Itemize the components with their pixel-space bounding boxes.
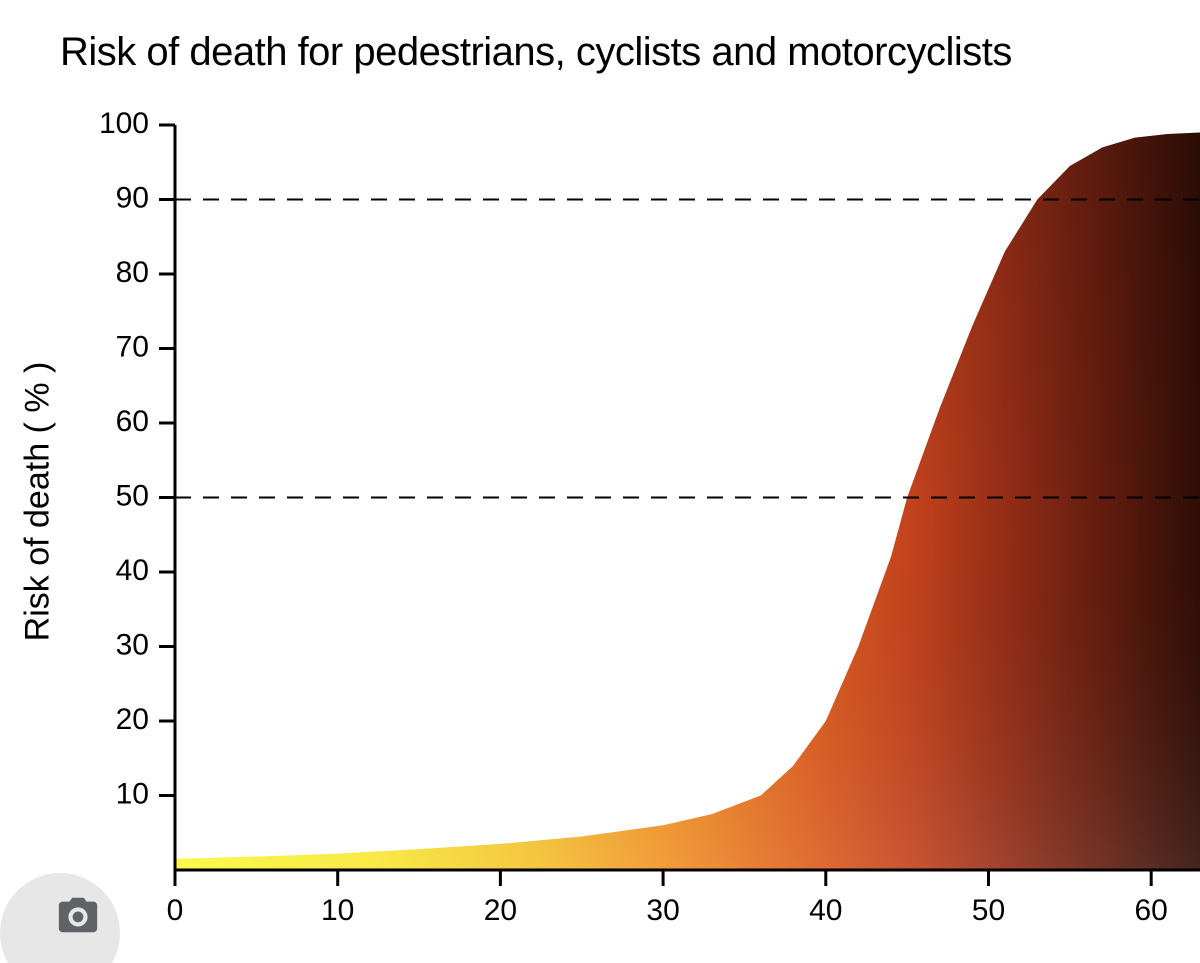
x-tick-label: 20: [484, 894, 517, 927]
x-tick-label: 30: [646, 894, 679, 927]
page: Risk of death for pedestrians, cyclists …: [0, 0, 1200, 963]
y-tick-label: 90: [116, 181, 149, 214]
x-tick-label: 0: [167, 894, 184, 927]
x-tick-label: 10: [321, 894, 354, 927]
y-tick-label: 80: [116, 256, 149, 289]
x-tick-label: 50: [972, 894, 1005, 927]
risk-chart: 10 20 30 40 50 60 70 80 90 100 0 10 20 30 40 50 60: [0, 0, 1200, 963]
y-tick-label: 30: [116, 628, 149, 661]
y-tick-label: 20: [116, 703, 149, 736]
y-tick-label: 50: [116, 479, 149, 512]
x-tick-label: 60: [1135, 894, 1168, 927]
x-tick-label: 40: [809, 894, 842, 927]
y-tick-label: 70: [116, 330, 149, 363]
y-tick-label: 10: [116, 777, 149, 810]
camera-icon: [55, 892, 101, 938]
y-tick-label: 60: [116, 405, 149, 438]
y-tick-label: 40: [116, 554, 149, 587]
y-tick-label: 100: [99, 107, 149, 140]
